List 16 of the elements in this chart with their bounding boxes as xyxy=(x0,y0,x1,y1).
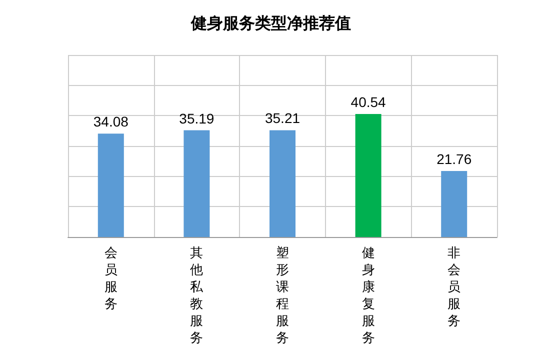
data-label: 40.54 xyxy=(350,94,386,110)
bar xyxy=(355,114,382,237)
bar xyxy=(184,130,210,237)
bar xyxy=(270,130,296,237)
bar xyxy=(98,134,124,237)
x-tick-label: 其他私教服务 xyxy=(190,246,204,346)
data-label: 35.19 xyxy=(179,110,214,126)
x-tick-label: 会员服务 xyxy=(104,246,118,312)
x-tick-label: 健身康复服务 xyxy=(362,246,375,346)
x-tick-label: 塑形课程服务 xyxy=(276,245,289,346)
data-label: 21.76 xyxy=(436,150,472,167)
bar xyxy=(441,170,468,237)
data-label: 35.21 xyxy=(264,110,300,126)
x-tick-label: 非会员服务 xyxy=(448,246,461,329)
chart-title: 健身服务类型净推荐值 xyxy=(190,14,351,32)
data-label: 34.08 xyxy=(93,114,129,130)
